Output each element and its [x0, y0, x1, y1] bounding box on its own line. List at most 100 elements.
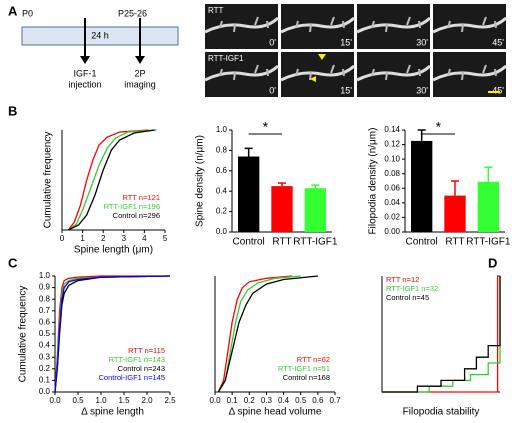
y-tick-label: 0.8 — [216, 146, 228, 155]
dendrite — [432, 16, 508, 34]
x-tick-label: RTT-IGF1 — [466, 237, 511, 248]
legend-entry: RTT-IGF1 n=32 — [386, 284, 438, 293]
x-tick-label: RTT — [272, 237, 291, 248]
y-tick-label: 0.10 — [384, 154, 400, 163]
timeline-duration: 24 h — [91, 30, 109, 40]
cdf-line — [54, 275, 171, 393]
y-tick-label: 0.4 — [39, 341, 51, 350]
time-label: 0' — [269, 85, 276, 95]
spines — [219, 16, 269, 33]
panel-label: D — [488, 255, 497, 270]
dendrite — [356, 16, 432, 34]
x-tick-label: 3 — [122, 234, 127, 243]
x-tick-label: Control — [233, 237, 265, 248]
bar — [304, 188, 326, 232]
cdf-line — [217, 275, 293, 393]
y-tick-label: 0.6 — [216, 166, 228, 175]
bar — [444, 195, 466, 232]
legend-entry: RTT-IGF1 n=143 — [109, 355, 165, 364]
x-tick-label: 0 — [60, 234, 65, 243]
y-tick-label: 0.04 — [384, 198, 400, 207]
cdf-line — [67, 129, 157, 231]
y-tick-label: 0.5 — [39, 329, 51, 338]
y-tick-label: 1.0 — [216, 125, 228, 134]
x-axis-label: Δ spine length — [81, 407, 144, 418]
panel-label: A — [8, 3, 18, 18]
dendrite — [432, 64, 508, 82]
y-tick-label: 0.06 — [384, 183, 400, 192]
time-label: 0' — [269, 37, 276, 47]
x-tick-label: 1.5 — [118, 396, 130, 405]
dendrite — [204, 16, 280, 34]
y-tick-label: 0.14 — [384, 125, 400, 134]
x-axis-label: Spine length (μm) — [74, 245, 153, 256]
legend-entry: RTT n=12 — [386, 275, 419, 284]
legend-entry: Control n=45 — [386, 293, 429, 302]
y-tick-label: 0.2 — [39, 364, 51, 373]
cdf-line — [217, 275, 318, 393]
micrographs: 0' RTT 15' 30' 45' 0' RTT-IGF1 15' 30' 45' — [204, 4, 508, 97]
x-tick-label: 2.5 — [164, 396, 176, 405]
imaging-label: 2P — [134, 68, 145, 78]
x-tick-label: 0.4 — [278, 396, 290, 405]
x-tick-label: 0.3 — [261, 396, 273, 405]
y-tick-label: 0.00 — [384, 227, 400, 236]
y-axis-label: Cumulative frequency — [18, 286, 29, 383]
legend-entry: RTT n=62 — [297, 355, 330, 364]
cdf-line — [382, 276, 501, 393]
spines — [295, 16, 345, 33]
bar — [271, 186, 293, 232]
bar — [238, 156, 260, 232]
significance-star: * — [436, 119, 442, 135]
time-label: 15' — [340, 37, 352, 47]
x-tick-label: 0.5 — [72, 396, 84, 405]
spines — [295, 64, 345, 81]
spines — [447, 64, 497, 81]
legend-entry: Control n=296 — [113, 211, 160, 220]
x-tick-label: 0.1 — [227, 396, 239, 405]
timeline-start: P0 — [22, 8, 33, 18]
dendrite — [280, 16, 356, 34]
x-tick-label: 1.0 — [95, 396, 107, 405]
y-axis-label: Filopodia density (n/μm) — [368, 128, 379, 235]
y-tick-label: 0.7 — [39, 306, 51, 315]
x-tick-label: RTT — [445, 237, 464, 248]
y-tick-label: 0.0 — [39, 387, 51, 396]
timeline-day: P25-26 — [118, 8, 147, 18]
x-tick-label: 5 — [163, 234, 168, 243]
x-tick-label: Control — [406, 237, 438, 248]
legend-entry: RTT-IGF1 n=51 — [278, 364, 330, 373]
cdf-line — [382, 276, 501, 393]
y-tick-label: 0.02 — [384, 213, 400, 222]
x-axis-label: Filopodia stability — [403, 407, 480, 418]
x-tick-label: 2 — [101, 234, 106, 243]
x-tick-label: 0.2 — [244, 396, 256, 405]
cdf-line — [67, 129, 155, 231]
spines — [371, 64, 421, 81]
legend-entry: Control-IGF1 n=145 — [99, 373, 166, 382]
arrow-head — [80, 56, 90, 64]
legend-entry: Control n=243 — [118, 364, 165, 373]
panel-a: A P0 P25-26 24 h IGF-1 injection 2P imag… — [8, 3, 508, 97]
y-tick-label: 0.6 — [39, 318, 51, 327]
x-tick-label: 0.5 — [295, 396, 307, 405]
x-tick-label: 0.0 — [209, 396, 221, 405]
y-axis-label: Spine density (n/μm) — [195, 135, 206, 227]
injection-label: injection — [68, 79, 101, 89]
spines — [219, 64, 269, 81]
y-tick-label: 0.2 — [216, 207, 228, 216]
legend-entry: RTT-IGF1 n=196 — [104, 202, 160, 211]
dendrite — [280, 64, 356, 82]
y-tick-label: 1.0 — [39, 271, 51, 280]
y-tick-label: 0.1 — [39, 376, 51, 385]
y-axis-label: Cumulative frequency — [43, 132, 54, 229]
y-tick-label: 0.4 — [216, 186, 228, 195]
y-tick-label: 0.9 — [39, 283, 51, 292]
injection-label: IGF-1 — [73, 68, 96, 78]
legend-entry: RTT n=121 — [123, 193, 160, 202]
time-label: 30' — [416, 37, 428, 47]
legend-entry: Control n=168 — [283, 373, 330, 382]
y-tick-label: 0.08 — [384, 169, 400, 178]
bar — [477, 181, 499, 232]
